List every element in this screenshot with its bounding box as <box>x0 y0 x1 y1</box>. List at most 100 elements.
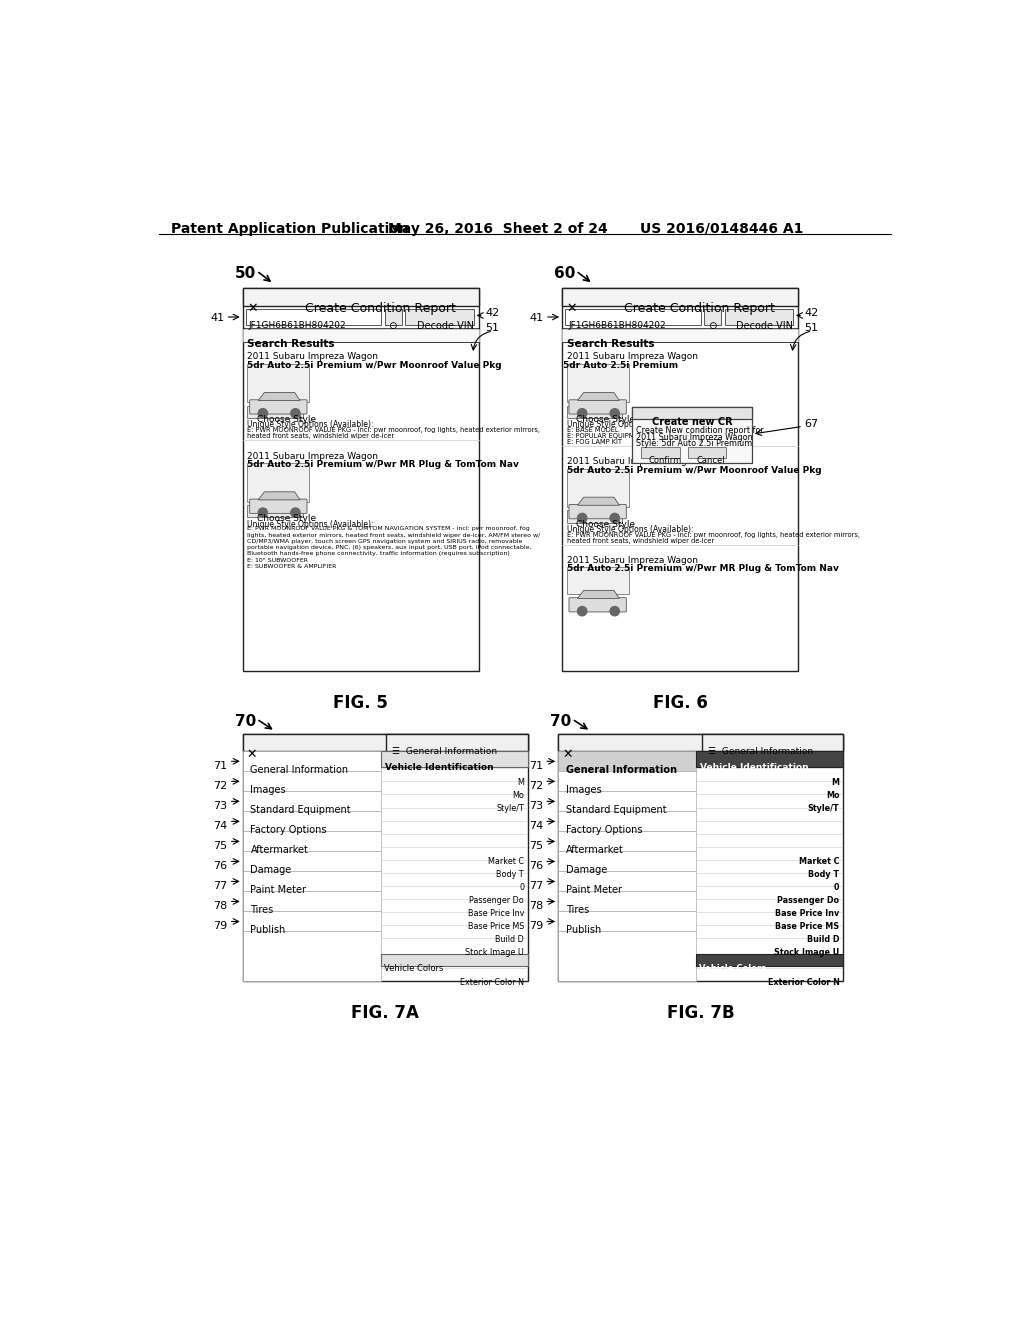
Bar <box>566 405 623 418</box>
Text: ☰  General Information: ☰ General Information <box>708 747 813 755</box>
Text: Market C: Market C <box>488 857 524 866</box>
Text: Exterior Color N: Exterior Color N <box>460 978 524 986</box>
Polygon shape <box>578 590 620 598</box>
Text: Publish: Publish <box>251 925 286 936</box>
Text: Choose Style: Choose Style <box>257 515 315 523</box>
Text: 51: 51 <box>485 323 500 333</box>
Bar <box>632 407 752 462</box>
Text: 0: 0 <box>519 883 524 892</box>
Text: Tires: Tires <box>251 906 273 915</box>
Text: 50: 50 <box>234 267 256 281</box>
Text: 79: 79 <box>213 921 227 931</box>
Bar <box>562 288 799 671</box>
Text: Unique Style Options (Availa...: Unique Style Options (Availa... <box>566 420 683 429</box>
Circle shape <box>578 513 587 523</box>
Bar <box>641 447 680 458</box>
Text: heated front seats, windshield wiper de-icer: heated front seats, windshield wiper de-… <box>566 539 714 544</box>
Text: ⊙: ⊙ <box>388 321 397 331</box>
Text: 2011 Subaru Impreza Wagon: 2011 Subaru Impreza Wagon <box>248 352 378 362</box>
Text: Style/T: Style/T <box>808 804 840 813</box>
Text: Style/T: Style/T <box>497 804 524 813</box>
Text: heated front seats, windshield wiper de-icer: heated front seats, windshield wiper de-… <box>248 433 394 440</box>
Text: Paint Meter: Paint Meter <box>251 886 306 895</box>
Text: Create Condition Report: Create Condition Report <box>305 302 456 314</box>
Text: Choose Style: Choose Style <box>575 520 635 528</box>
Bar <box>243 932 381 981</box>
Text: Style: 5dr Auto 2.5i Premium: Style: 5dr Auto 2.5i Premium <box>636 440 752 449</box>
Bar <box>243 751 381 771</box>
Bar <box>558 932 696 981</box>
Bar <box>248 504 303 517</box>
Text: CD/MP3/WMA player, touch screen GPS navigation system and SIRIUS radio, removabl: CD/MP3/WMA player, touch screen GPS navi… <box>248 539 522 544</box>
Bar <box>696 954 844 966</box>
Bar <box>562 288 799 306</box>
Text: Choose Style: Choose Style <box>575 414 635 424</box>
Text: Damage: Damage <box>251 866 292 875</box>
Text: 42: 42 <box>485 308 500 318</box>
Text: Base Price Inv: Base Price Inv <box>775 909 840 919</box>
Text: 73: 73 <box>528 800 543 810</box>
Bar <box>248 405 303 418</box>
Bar <box>243 288 479 306</box>
Text: Passenger Do: Passenger Do <box>777 896 840 906</box>
Text: Mo: Mo <box>512 792 524 800</box>
Bar <box>566 469 629 507</box>
Text: Cancel: Cancel <box>697 455 725 465</box>
Bar <box>243 832 381 851</box>
Bar <box>565 309 700 325</box>
Circle shape <box>610 409 620 418</box>
Text: US 2016/0148446 A1: US 2016/0148446 A1 <box>640 222 803 235</box>
Bar <box>703 309 721 325</box>
Text: Stock Image U: Stock Image U <box>774 949 840 957</box>
Text: E: PWR MOONROOF VALUE PKG - incl: pwr moonroof, fog lights, heated exterior mirr: E: PWR MOONROOF VALUE PKG - incl: pwr mo… <box>566 532 859 537</box>
Text: Decode VIN: Decode VIN <box>736 321 794 331</box>
Text: Body T: Body T <box>809 870 840 879</box>
Text: ✕: ✕ <box>562 747 572 760</box>
Bar <box>243 891 381 911</box>
Text: 2011 Subaru Impreza Wagon: 2011 Subaru Impreza Wagon <box>566 556 697 565</box>
Bar <box>243 871 381 891</box>
Text: ✕: ✕ <box>247 747 257 760</box>
Text: 41: 41 <box>210 313 224 323</box>
Text: May 26, 2016  Sheet 2 of 24: May 26, 2016 Sheet 2 of 24 <box>388 222 607 235</box>
Text: Build D: Build D <box>807 936 840 944</box>
Bar <box>558 891 696 911</box>
Text: 78: 78 <box>213 900 227 911</box>
Text: 5dr Auto 2.5i Premium w/Pwr Moonroof Value Pkg: 5dr Auto 2.5i Premium w/Pwr Moonroof Val… <box>248 360 502 370</box>
Bar <box>243 734 528 751</box>
Bar <box>248 364 309 403</box>
Bar <box>381 751 528 767</box>
Circle shape <box>578 409 587 418</box>
Text: Vehicle Colors: Vehicle Colors <box>699 964 766 973</box>
Text: Vehicle Identification: Vehicle Identification <box>385 763 494 772</box>
Bar <box>386 734 528 751</box>
FancyBboxPatch shape <box>250 499 307 513</box>
Text: 2011 Subaru Impreza Wagon: 2011 Subaru Impreza Wagon <box>566 352 697 362</box>
Bar <box>566 511 623 523</box>
Text: 70: 70 <box>234 714 256 730</box>
Text: Create Condition Report: Create Condition Report <box>624 302 775 314</box>
Text: FIG. 6: FIG. 6 <box>652 694 708 713</box>
Text: 74: 74 <box>528 821 543 830</box>
Text: 75: 75 <box>213 841 227 850</box>
Text: Create new CR: Create new CR <box>651 417 732 428</box>
Text: E: BASE MODEL: E: BASE MODEL <box>566 428 618 433</box>
Text: Build D: Build D <box>496 936 524 944</box>
Bar <box>701 734 844 751</box>
Text: Mo: Mo <box>826 792 840 800</box>
Bar <box>558 734 844 981</box>
Text: E: PWR MOONROOF VALUE PKG - incl: pwr moonroof, fog lights, heated exterior mirr: E: PWR MOONROOF VALUE PKG - incl: pwr mo… <box>248 428 541 433</box>
Text: 72: 72 <box>528 780 543 791</box>
Text: 0: 0 <box>834 883 840 892</box>
Text: Standard Equipment: Standard Equipment <box>566 805 667 816</box>
Text: ☰  General Information: ☰ General Information <box>392 747 498 755</box>
Text: 77: 77 <box>213 880 227 891</box>
Bar <box>558 812 696 832</box>
Text: 5dr Auto 2.5i Premium: 5dr Auto 2.5i Premium <box>562 360 678 370</box>
Circle shape <box>610 607 620 616</box>
Circle shape <box>578 607 587 616</box>
Text: 74: 74 <box>213 821 227 830</box>
Bar <box>243 911 381 932</box>
Text: JF1GH6B61BH804202: JF1GH6B61BH804202 <box>249 321 346 330</box>
Circle shape <box>291 409 300 418</box>
